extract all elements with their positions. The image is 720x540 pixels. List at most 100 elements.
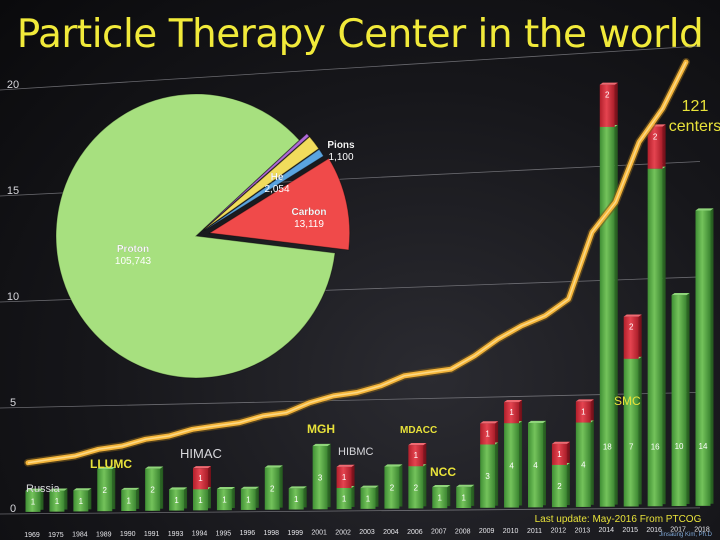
bar-proton-side <box>231 486 235 509</box>
x-tick-label: 2008 <box>455 528 471 535</box>
bar-carbon-label: 1 <box>198 474 203 483</box>
bar-proton <box>623 358 639 507</box>
bar-proton-side <box>208 487 211 509</box>
bar-proton-side <box>638 356 642 505</box>
bar-carbon-side <box>614 82 618 125</box>
bar-proton-side <box>399 464 403 507</box>
bar-carbon-side <box>566 441 570 463</box>
bar-carbon <box>336 466 352 488</box>
bar-carbon-side <box>423 443 427 465</box>
bar-proton <box>647 168 663 507</box>
bar-proton-side <box>471 484 475 506</box>
bar-carbon <box>647 126 663 169</box>
bar-proton-label: 18 <box>603 443 612 452</box>
x-tick-label: 1999 <box>287 530 303 537</box>
bar-proton-label: 2 <box>150 486 155 495</box>
bar-proton-label: 1 <box>246 495 251 504</box>
bar-proton <box>408 466 424 509</box>
pie-slice-proton <box>55 93 336 379</box>
x-tick-label: 2007 <box>431 529 447 536</box>
bar-proton-top <box>288 486 307 489</box>
bar-carbon-label: 1 <box>509 408 514 417</box>
bars: 1 1969 1 1975 1 1984 2 1989 1 1990 2 1991 1 1993 1 1 199… <box>24 82 714 539</box>
x-tick-label: 2006 <box>407 529 423 536</box>
bar-proton-label: 2 <box>270 485 275 494</box>
total-unit-label: centers <box>669 118 720 135</box>
bar-proton <box>432 487 448 509</box>
bar-proton-label: 2 <box>414 483 419 492</box>
x-tick-label: 1989 <box>96 531 112 538</box>
bar-carbon-label: 1 <box>414 451 419 460</box>
bar-carbon-side <box>351 464 355 486</box>
bar-proton-side <box>88 488 92 510</box>
bar-carbon <box>551 443 567 465</box>
pie-slice-he <box>203 136 320 231</box>
x-tick-label: 2013 <box>575 527 591 534</box>
bar-proton-label: 2 <box>390 484 395 493</box>
bar-proton-side <box>40 488 44 510</box>
y-gridline <box>0 45 701 91</box>
bar-carbon <box>480 423 496 445</box>
bar-proton-side <box>255 486 259 508</box>
bar-proton-top <box>169 487 188 490</box>
pie-label-he: He <box>271 172 284 183</box>
bar-proton <box>671 295 687 507</box>
bar-carbon-label: 2 <box>605 91 610 100</box>
bar-proton <box>528 422 543 508</box>
pie-slice-pions <box>204 148 325 231</box>
bar-proton-top <box>695 208 714 211</box>
bar-proton-side <box>351 485 355 507</box>
pie-label-proton: Proton <box>117 244 149 255</box>
bar-carbon-top <box>623 314 642 317</box>
bar-proton <box>695 210 711 506</box>
x-tick-label: 2015 <box>622 527 638 534</box>
bar-carbon-side <box>208 466 211 488</box>
bar-proton <box>73 490 89 512</box>
x-tick-label: 2003 <box>359 529 375 536</box>
bar-proton-side <box>614 124 618 505</box>
bar-proton <box>145 468 161 511</box>
bar-carbon-top <box>480 421 499 424</box>
bar-proton-side <box>495 442 499 506</box>
bar-proton-top <box>528 420 546 423</box>
footer-author: Jinsaung Kim, Ph.D <box>659 532 712 538</box>
bar-carbon-top <box>336 464 355 467</box>
x-tick-label: 2012 <box>551 528 567 535</box>
annotation-mdacc: MDACC <box>400 425 437 436</box>
bar-carbon-label: 1 <box>581 407 586 416</box>
bar-proton-label: 4 <box>533 461 538 470</box>
annotation-hibmc: HIBMC <box>338 446 374 458</box>
bar-proton-side <box>686 292 690 504</box>
x-tick-label: 2017 <box>670 527 686 534</box>
y-tick-label: 0 <box>10 503 16 515</box>
bar-carbon <box>623 316 639 359</box>
pie-label-carbon: Carbon <box>292 207 327 218</box>
pie-value-he: 2,054 <box>264 184 289 195</box>
x-tick-label: 2018 <box>694 526 710 533</box>
bar-proton-side <box>184 487 188 509</box>
bar-proton-side <box>566 462 570 506</box>
bar-proton-label: 14 <box>699 442 708 451</box>
y-tick-label: 5 <box>10 397 16 409</box>
bar-proton <box>240 488 256 510</box>
y-gridline <box>0 392 701 409</box>
bar-proton <box>193 489 208 511</box>
bar-proton-label: 1 <box>174 496 179 505</box>
cumulative-line-highlight <box>27 61 687 464</box>
pie-slice-carbon <box>208 157 351 251</box>
bar-carbon-side <box>590 399 594 421</box>
bar-proton-top <box>384 464 403 467</box>
bar-carbon-top <box>408 443 427 446</box>
bar-proton-top <box>73 488 92 491</box>
bar-carbon-label: 1 <box>342 473 347 482</box>
bar-carbon-side <box>519 399 523 422</box>
bar-proton-label: 2 <box>103 486 108 495</box>
bar-proton-label: 4 <box>509 461 514 470</box>
bar-proton-label: 1 <box>198 496 203 505</box>
bar-carbon-top <box>599 82 618 85</box>
bar-proton-top <box>432 485 451 488</box>
bar-proton-top <box>97 466 116 470</box>
x-tick-label: 1990 <box>120 531 136 538</box>
bar-carbon-top <box>193 466 211 469</box>
bar-proton-top <box>671 292 690 296</box>
